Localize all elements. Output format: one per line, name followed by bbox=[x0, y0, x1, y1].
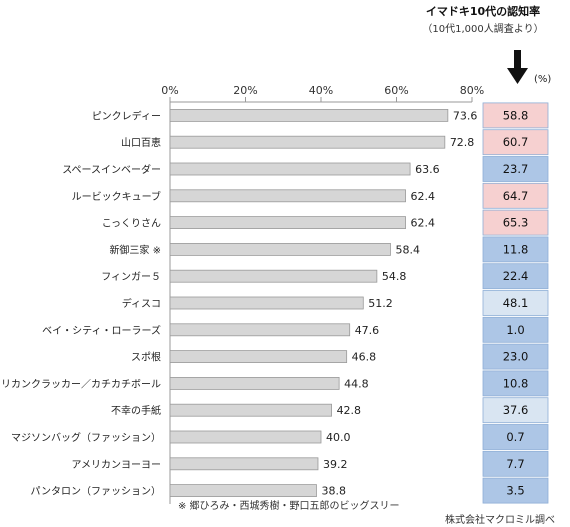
x-tick-label: 40% bbox=[309, 84, 333, 97]
bar bbox=[169, 323, 351, 337]
teen-awareness-cell bbox=[482, 263, 549, 290]
bar-value-label: 39.2 bbox=[323, 458, 348, 471]
footnote: ※ 郷ひろみ・西城秀樹・野口五郎のビッグスリー bbox=[178, 501, 400, 512]
bar-value-label: 46.8 bbox=[352, 351, 377, 364]
teen-awareness-value: 23.7 bbox=[503, 162, 529, 176]
bar-value-label: 38.8 bbox=[321, 485, 346, 498]
teen-awareness-value: 10.8 bbox=[503, 376, 529, 390]
x-tick-label: 20% bbox=[233, 84, 257, 97]
bar bbox=[169, 269, 378, 283]
category-label: ベイ・シティ・ローラーズ bbox=[42, 324, 161, 337]
x-tick-label: 60% bbox=[384, 84, 408, 97]
teen-awareness-cell bbox=[482, 182, 549, 209]
down-arrow-icon bbox=[514, 50, 521, 70]
bar-value-label: 73.6 bbox=[453, 109, 478, 122]
bar bbox=[169, 376, 340, 390]
teen-awareness-cell bbox=[482, 370, 549, 397]
teen-awareness-value: 58.8 bbox=[503, 108, 529, 122]
teen-awareness-cell bbox=[482, 290, 549, 316]
teen-awareness-cell bbox=[482, 129, 549, 156]
category-label: スポ根 bbox=[131, 351, 161, 364]
teen-awareness-cell bbox=[482, 209, 549, 236]
teen-panel-title: イマドキ10代の認知率 bbox=[425, 5, 541, 18]
teen-awareness-value: 11.8 bbox=[503, 242, 529, 256]
teen-awareness-cell bbox=[482, 343, 549, 370]
teen-awareness-cell bbox=[482, 156, 549, 182]
bar-value-label: 62.4 bbox=[411, 190, 436, 203]
category-label: 新御三家 ※ bbox=[109, 243, 161, 256]
teen-awareness-value: 23.0 bbox=[503, 350, 529, 364]
bar-value-label: 72.8 bbox=[450, 136, 475, 149]
category-label: 山口百恵 bbox=[121, 136, 161, 149]
bar bbox=[169, 242, 391, 256]
category-label: スペースインベーダー bbox=[62, 163, 161, 176]
bar-value-label: 40.0 bbox=[326, 431, 351, 444]
bar bbox=[169, 457, 319, 471]
teen-awareness-value: 0.7 bbox=[506, 430, 524, 444]
bar-value-label: 62.4 bbox=[411, 217, 436, 230]
category-label: パンタロン（ファッション） bbox=[31, 486, 162, 498]
category-label: アメリカンクラッカー／カチカチボール bbox=[0, 378, 161, 390]
bar bbox=[169, 350, 348, 364]
bar bbox=[169, 216, 406, 230]
bar bbox=[169, 484, 317, 498]
category-label: マジソンバッグ（ファッション） bbox=[11, 431, 161, 444]
bar bbox=[169, 135, 446, 149]
bar-value-label: 47.6 bbox=[355, 324, 380, 337]
teen-awareness-value: 64.7 bbox=[503, 189, 529, 203]
down-arrow-icon-head bbox=[507, 68, 528, 84]
category-label: ピンクレディー bbox=[92, 109, 161, 122]
teen-awareness-value: 48.1 bbox=[503, 296, 529, 310]
category-label: フィンガー５ bbox=[101, 271, 161, 283]
bar-value-label: 44.8 bbox=[344, 377, 369, 390]
teen-awareness-value: 22.4 bbox=[503, 269, 529, 283]
teen-awareness-value: 65.3 bbox=[503, 216, 529, 230]
teen-awareness-cell bbox=[482, 316, 549, 343]
teen-awareness-value: 7.7 bbox=[506, 457, 524, 471]
teen-awareness-cell bbox=[482, 102, 549, 129]
teen-panel-subtitle: （10代1,000人調査より） bbox=[422, 24, 544, 35]
teen-awareness-value: 37.6 bbox=[503, 403, 529, 417]
bar bbox=[169, 403, 332, 417]
teen-panel-unit: (%) bbox=[534, 74, 552, 85]
source-credit: 株式会社マクロミル調べ bbox=[445, 515, 555, 526]
bar bbox=[169, 109, 449, 122]
bar-value-label: 42.8 bbox=[337, 404, 362, 417]
teen-awareness-cell bbox=[482, 477, 549, 504]
bar bbox=[169, 162, 411, 176]
teen-awareness-value: 1.0 bbox=[506, 323, 524, 337]
teen-awareness-cell bbox=[482, 450, 549, 477]
category-label: こっくりさん bbox=[102, 218, 161, 230]
category-label: 不幸の手紙 bbox=[111, 404, 161, 417]
teen-awareness-cell bbox=[482, 424, 549, 450]
bar-value-label: 54.8 bbox=[382, 270, 407, 283]
bar-value-label: 63.6 bbox=[415, 163, 440, 176]
x-tick-label: 80% bbox=[460, 84, 484, 97]
bar bbox=[169, 430, 322, 444]
bar-value-label: 58.4 bbox=[395, 243, 420, 256]
category-label: ルービックキューブ bbox=[72, 190, 161, 203]
x-tick-label: 0% bbox=[161, 84, 178, 97]
teen-awareness-value: 60.7 bbox=[503, 135, 529, 149]
category-label: ディスコ bbox=[122, 297, 161, 310]
teen-awareness-cell bbox=[482, 397, 549, 424]
teen-awareness-value: 3.5 bbox=[506, 484, 524, 498]
bar-value-label: 51.2 bbox=[368, 297, 393, 310]
category-label: アメリカンヨーヨー bbox=[72, 459, 162, 471]
teen-awareness-cell bbox=[482, 236, 549, 263]
bar bbox=[169, 189, 406, 203]
bar bbox=[169, 296, 364, 310]
